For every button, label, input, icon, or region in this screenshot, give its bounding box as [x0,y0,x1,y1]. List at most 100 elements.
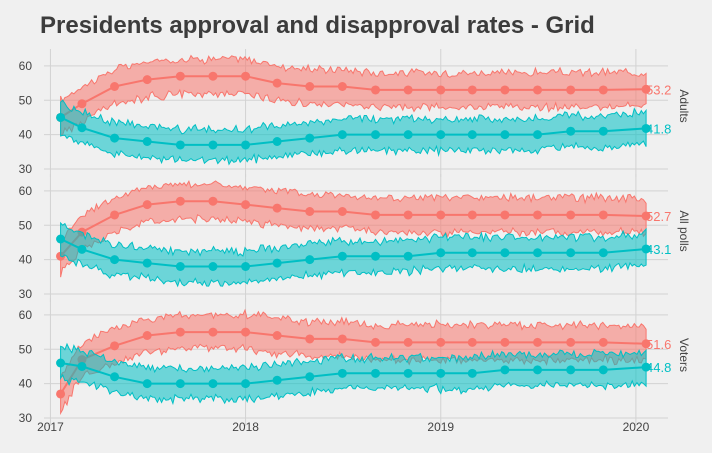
data-point-disapprove [337,207,347,216]
data-point-approve [533,365,543,375]
data-point-approve [175,262,185,271]
data-point-approve [500,130,510,140]
data-point-approve [566,126,576,136]
data-point-approve [208,140,218,150]
facet-strip-label: All polls [677,210,691,251]
data-point-approve [337,130,347,140]
panel-adults: 30 40 50 60 53.2 41.8 Adults [19,49,691,177]
data-point-disapprove [305,207,315,216]
data-point-approve [208,262,218,271]
data-point-disapprove [641,211,651,221]
data-point-approve [403,368,413,378]
data-point-approve [467,248,477,258]
data-point-disapprove [533,85,543,95]
data-point-approve [208,379,218,389]
data-point-approve [241,379,251,389]
x-tick-label: 2018 [232,420,259,434]
data-point-disapprove [208,327,218,337]
data-point-disapprove [142,200,152,210]
data-point-disapprove [598,85,608,95]
data-point-approve [403,251,413,261]
data-point-disapprove [403,210,413,220]
y-tick-label: 50 [19,93,33,107]
data-point-disapprove [110,341,120,351]
data-point-disapprove [467,337,477,347]
data-point-approve [533,130,543,140]
data-point-approve [337,251,347,261]
data-point-approve [403,130,413,140]
data-point-disapprove [241,200,251,210]
end-label-disapprove: 51.6 [646,337,671,352]
data-point-disapprove [641,339,651,349]
data-point-approve [500,248,510,258]
data-point-approve [641,362,651,372]
data-point-disapprove [371,85,381,95]
data-point-disapprove [598,210,608,220]
data-point-approve [436,130,446,140]
facet-strip-label: Adults [677,89,691,122]
end-label-approve: 41.8 [646,121,671,136]
end-label-disapprove: 53.2 [646,82,671,97]
data-point-disapprove [272,203,282,213]
data-point-approve [56,358,66,368]
data-point-approve [175,379,185,389]
end-label-disapprove: 52.7 [646,209,671,224]
y-tick-label: 40 [19,253,33,267]
data-point-approve [305,372,315,382]
data-point-disapprove [56,389,66,399]
data-point-approve [566,365,576,375]
data-point-disapprove [337,82,347,91]
data-point-disapprove [500,337,510,347]
data-point-approve [641,244,651,254]
data-point-disapprove [175,327,185,337]
data-point-approve [305,133,315,143]
data-point-approve [371,368,381,378]
data-point-approve [272,137,282,146]
data-point-disapprove [566,337,576,347]
data-point-approve [272,375,282,385]
data-point-disapprove [272,78,282,88]
data-point-approve [142,379,152,389]
data-point-disapprove [467,85,477,95]
data-point-disapprove [305,82,315,91]
data-point-approve [241,140,251,150]
y-tick-label: 40 [19,128,33,142]
data-point-approve [467,130,477,140]
data-point-approve [467,368,477,378]
data-point-disapprove [566,210,576,220]
data-point-approve [500,365,510,375]
data-point-disapprove [175,196,185,206]
data-point-approve [175,140,185,150]
data-point-disapprove [305,334,315,344]
chart-title: Presidents approval and disapproval rate… [40,12,595,39]
data-point-disapprove [533,337,543,347]
data-point-disapprove [533,210,543,220]
data-point-disapprove [208,196,218,206]
data-point-disapprove [241,327,251,337]
data-point-disapprove [436,85,446,95]
band-approve [60,99,647,166]
data-point-approve [272,258,282,268]
data-point-disapprove [403,337,413,347]
panel-voters: 30 40 50 60 51.6 44.8 Voters [19,298,691,426]
data-point-approve [142,258,152,268]
data-point-disapprove [566,85,576,95]
y-tick-label: 30 [19,287,33,301]
end-label-approve: 44.8 [646,360,671,375]
y-tick-label: 60 [19,184,33,198]
data-point-approve [598,248,608,258]
data-point-approve [110,255,120,265]
x-tick-label: 2017 [37,420,64,434]
data-point-disapprove [467,210,477,220]
y-tick-label: 40 [19,377,33,391]
data-point-approve [371,251,381,261]
data-point-disapprove [371,210,381,220]
data-point-approve [598,126,608,136]
band-approve [60,221,647,288]
data-point-approve [305,255,315,265]
data-point-approve [566,248,576,258]
data-point-disapprove [272,331,282,340]
data-point-disapprove [500,85,510,95]
data-point-disapprove [598,337,608,347]
